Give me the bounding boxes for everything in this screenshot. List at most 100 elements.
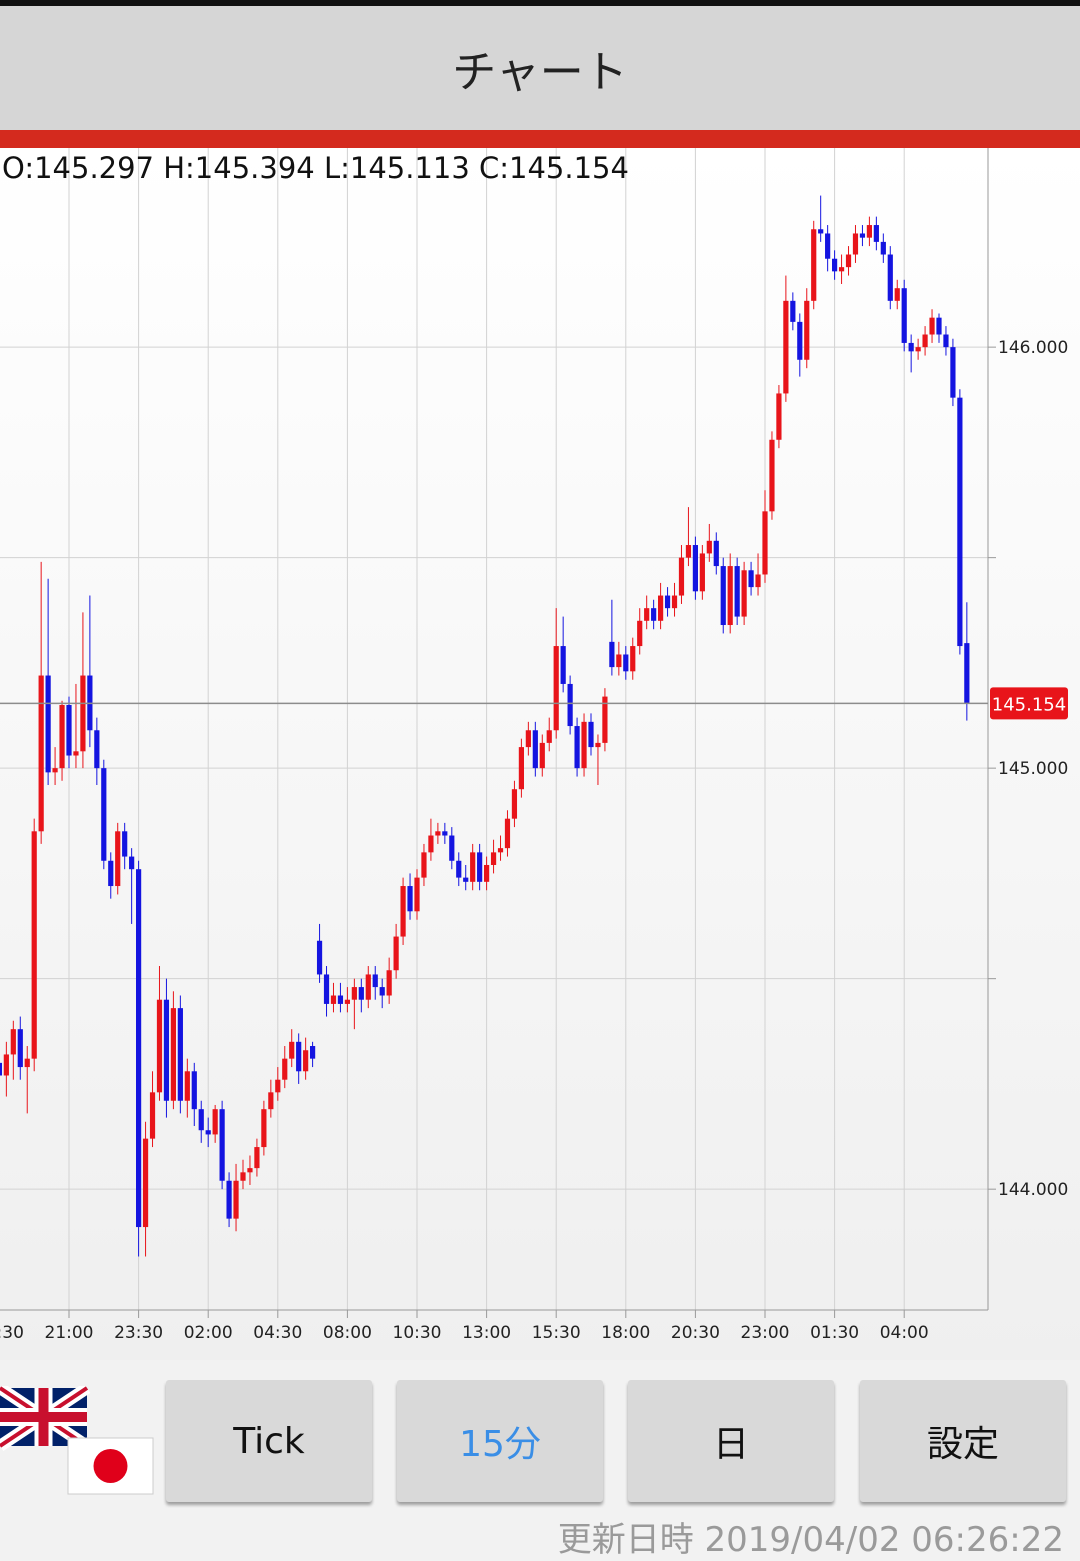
candle-body xyxy=(825,233,831,259)
candle-body xyxy=(45,675,51,773)
candle-body xyxy=(226,1180,232,1219)
candle-body xyxy=(316,940,323,975)
candle-body xyxy=(866,225,872,238)
candle-body xyxy=(560,646,566,684)
y-tick-label: 145.000 xyxy=(998,759,1068,779)
candle-body xyxy=(699,553,705,592)
candle-body xyxy=(664,595,671,609)
currency-pair-flags[interactable] xyxy=(0,1386,160,1498)
candle-body xyxy=(268,1092,274,1110)
candle-body xyxy=(80,675,86,752)
candle-body xyxy=(177,1008,183,1101)
candle-body xyxy=(393,936,399,971)
candle-body xyxy=(588,721,594,748)
candle-body xyxy=(0,1062,2,1076)
candle-body xyxy=(964,643,970,704)
interval-button[interactable]: Tick xyxy=(166,1380,372,1502)
candle-body xyxy=(748,570,754,588)
candle-body xyxy=(129,856,135,870)
candle-body xyxy=(783,300,789,394)
candle-body xyxy=(122,831,128,857)
candle-body xyxy=(929,317,935,335)
candle-body xyxy=(845,254,852,268)
candle-body xyxy=(247,1168,253,1173)
candle-body xyxy=(776,393,782,440)
candle-body xyxy=(741,570,747,617)
updated-time: 更新日時 2019/04/02 06:26:22 xyxy=(557,1520,1064,1560)
candle-body xyxy=(706,540,712,554)
x-tick-label: 10:30 xyxy=(393,1323,442,1343)
accent-bar xyxy=(0,130,1080,148)
candle-body xyxy=(435,831,441,836)
candle-body xyxy=(616,654,622,668)
candle-body xyxy=(692,545,698,592)
candle-body xyxy=(546,730,552,743)
price-label-box xyxy=(990,687,1068,720)
x-tick-label: 04:00 xyxy=(880,1323,929,1343)
candle-body xyxy=(574,726,580,769)
candle-body xyxy=(254,1147,260,1169)
candle-body xyxy=(762,511,768,575)
x-tick-label: 01:30 xyxy=(810,1323,859,1343)
candle-body xyxy=(10,1029,16,1055)
candle-body xyxy=(330,995,337,1004)
x-tick-label: 13:00 xyxy=(462,1323,511,1343)
candle-body xyxy=(3,1054,9,1076)
candle-body xyxy=(358,987,364,1000)
candle-body xyxy=(727,566,733,626)
interval-button[interactable]: 日 xyxy=(628,1380,834,1502)
candle-body xyxy=(463,877,469,882)
candle-body xyxy=(769,439,775,512)
price-label: 145.154 xyxy=(992,694,1066,715)
candle-body xyxy=(734,566,740,617)
candle-body xyxy=(630,646,636,672)
candle-body xyxy=(149,1092,156,1139)
candle-body xyxy=(804,300,810,360)
candle-body xyxy=(713,540,719,567)
x-tick-label: 08:00 xyxy=(323,1323,372,1343)
candle-body xyxy=(344,999,350,1004)
interval-button[interactable]: 15分 xyxy=(397,1380,603,1502)
ohlc-info: O:145.297 H:145.394 L:145.113 C:145.154 xyxy=(2,151,629,185)
candle-body xyxy=(894,288,900,301)
candle-body xyxy=(115,831,121,887)
candle-body xyxy=(386,970,392,996)
candle-body xyxy=(38,675,44,832)
x-tick-label: 02:00 xyxy=(184,1323,233,1343)
candle-body xyxy=(553,646,559,731)
interval-button[interactable]: 設定 xyxy=(860,1380,1066,1502)
candle-body xyxy=(658,595,664,621)
candle-body xyxy=(567,683,573,727)
candle-body xyxy=(170,1008,176,1101)
candle-body xyxy=(310,1046,316,1059)
candle-body xyxy=(818,229,824,234)
candle-body xyxy=(101,768,107,861)
candle-body xyxy=(511,789,518,819)
candle-body xyxy=(539,742,545,769)
candle-body xyxy=(790,300,796,322)
candle-body xyxy=(901,288,907,343)
candle-body xyxy=(595,742,601,748)
candle-body xyxy=(838,267,845,272)
japan-flag xyxy=(67,1437,154,1495)
x-tick-label: 04:30 xyxy=(253,1323,302,1343)
candle-body xyxy=(31,831,37,1059)
status-edge xyxy=(0,0,1080,6)
x-tick-label: 23:30 xyxy=(114,1323,163,1343)
candle-body xyxy=(275,1079,281,1093)
uk-flag xyxy=(0,1386,91,1451)
candle-body xyxy=(365,974,371,1000)
candle-body xyxy=(908,342,914,352)
candle-body xyxy=(685,545,692,558)
candle-body xyxy=(922,334,928,348)
x-tick-label: 18:30 xyxy=(0,1323,24,1343)
candle-body xyxy=(66,705,72,756)
candle-body xyxy=(59,705,65,769)
x-tick-label: 21:00 xyxy=(45,1323,94,1343)
candle-body xyxy=(94,730,100,769)
candle-body xyxy=(887,254,893,301)
candle-body xyxy=(957,397,963,647)
candle-body xyxy=(651,608,657,621)
candle-body xyxy=(282,1058,288,1080)
